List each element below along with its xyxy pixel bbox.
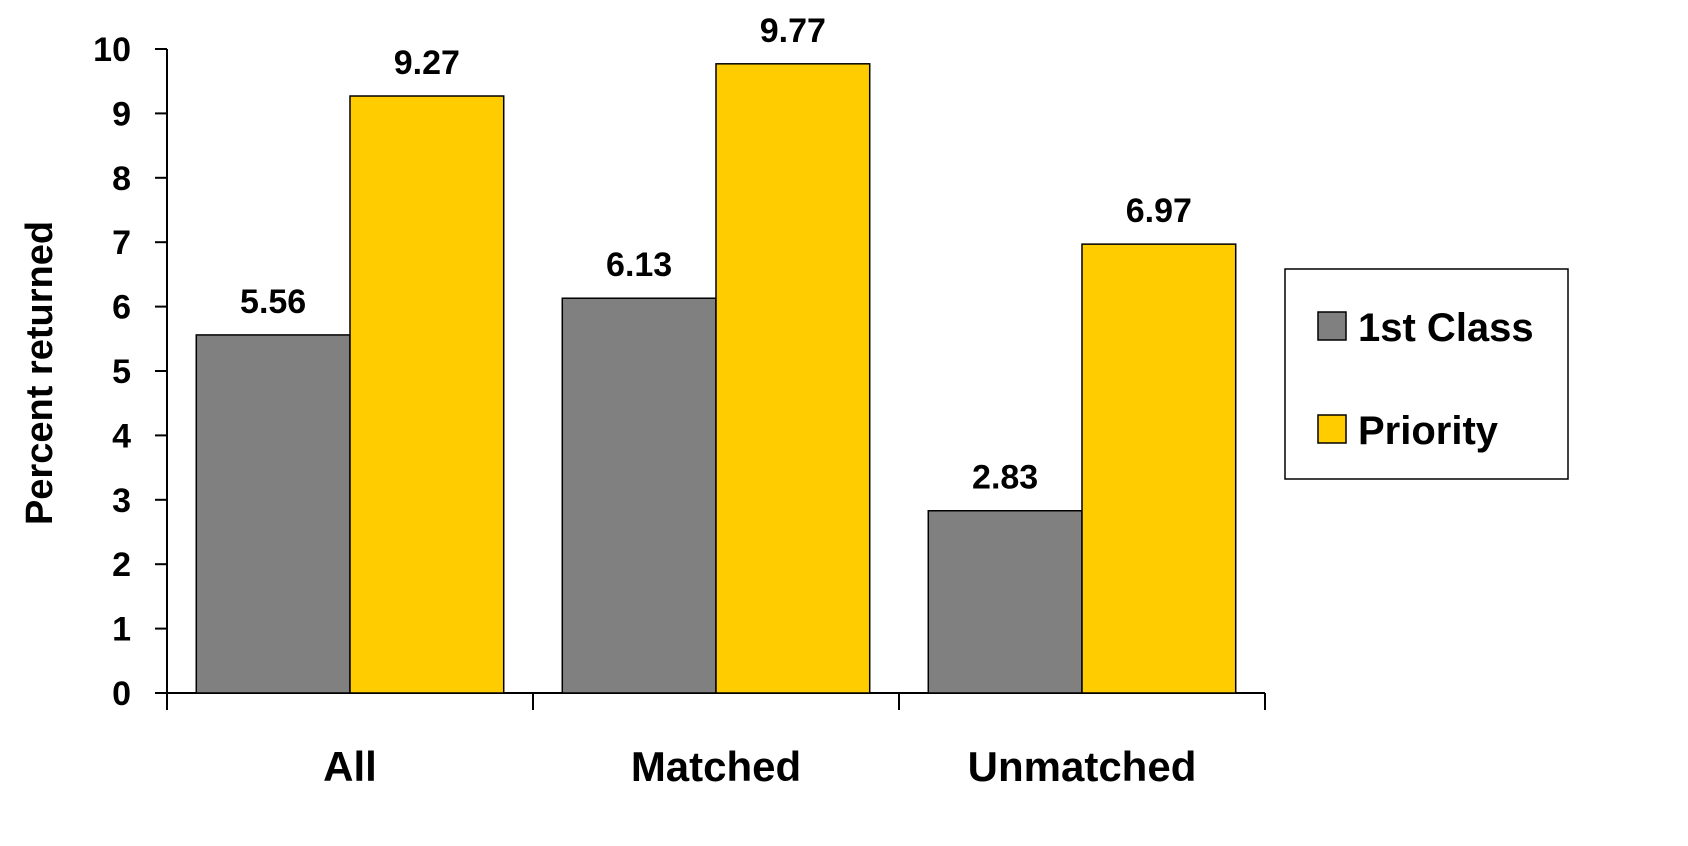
legend-label: 1st Class <box>1358 306 1534 350</box>
legend-label: Priority <box>1358 409 1499 453</box>
y-tick-label: 3 <box>112 482 131 520</box>
y-axis-title: Percent returned <box>19 221 61 525</box>
y-tick-label: 1 <box>112 611 131 649</box>
data-labels: 5.56 6.13 2.83 9.27 9.77 6.97 <box>240 12 1192 497</box>
y-tick-label: 2 <box>112 546 131 584</box>
y-tick-label: 4 <box>112 417 131 455</box>
x-category-label: All <box>323 743 377 790</box>
bar-1st-class-unmatched <box>927 509 1083 694</box>
bar-priority-all <box>349 95 505 694</box>
legend-swatch <box>1317 414 1347 444</box>
bar-1st-class-all <box>195 334 351 694</box>
y-tick-label: 9 <box>112 95 131 133</box>
bar-priority-unmatched <box>1081 243 1237 694</box>
bar-1st-class-matched <box>561 297 717 694</box>
y-axis: 0 1 2 3 4 5 6 7 8 9 10 <box>93 31 168 713</box>
data-label: 6.13 <box>606 246 672 284</box>
x-category-label: Matched <box>631 743 801 790</box>
data-label: 2.83 <box>972 459 1038 497</box>
y-tick-label: 7 <box>112 224 131 262</box>
y-tick-label: 10 <box>93 31 131 69</box>
y-tick-label: 8 <box>112 160 131 198</box>
legend: 1st Class Priority <box>1284 268 1569 480</box>
y-tick-label: 0 <box>112 675 131 713</box>
data-label: 5.56 <box>240 283 306 321</box>
legend-swatch <box>1317 311 1347 341</box>
y-tick-label: 5 <box>112 353 131 391</box>
legend-box <box>1284 268 1569 480</box>
y-tick-label: 6 <box>112 289 131 327</box>
data-label: 9.27 <box>394 44 460 82</box>
x-axis: All Matched Unmatched <box>166 692 1266 790</box>
bars <box>195 63 1237 694</box>
bar-priority-matched <box>715 63 871 694</box>
data-label: 9.77 <box>760 12 826 50</box>
x-category-label: Unmatched <box>968 743 1197 790</box>
data-label: 6.97 <box>1126 192 1192 230</box>
